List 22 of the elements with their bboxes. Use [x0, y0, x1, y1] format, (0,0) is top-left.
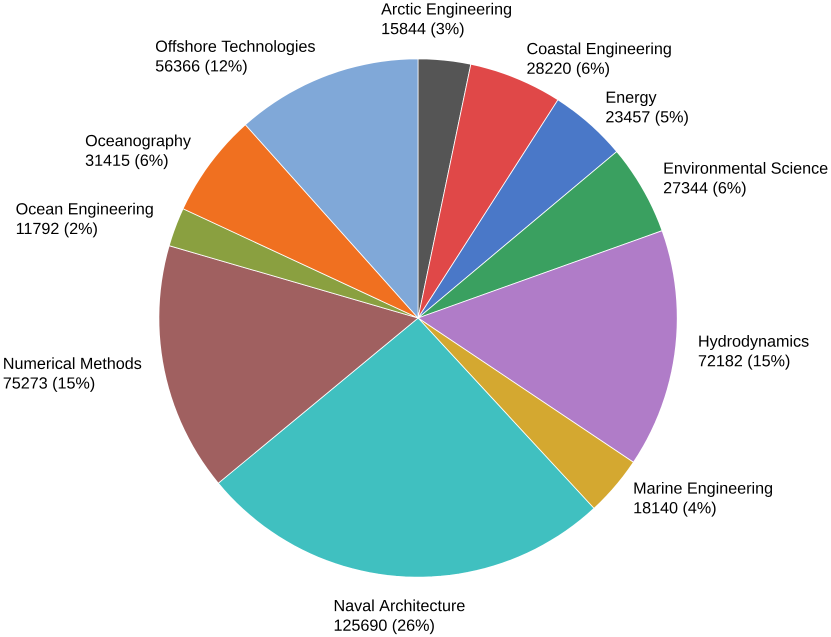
- slice-label: Naval Architecture: [334, 599, 465, 612]
- data-label: 72182 (15%): [698, 354, 790, 370]
- data-label: 56366 (12%): [156, 60, 247, 75]
- slice-label: Marine Engineering: [634, 482, 772, 498]
- data-label: 31415 (6%): [86, 154, 168, 170]
- data-label: 125690 (26%): [334, 619, 434, 634]
- slice-label: Environmental Science: [664, 162, 828, 174]
- data-label: 23457 (5%): [606, 110, 688, 126]
- slice-label: Numerical Methods: [4, 357, 142, 370]
- slice-label: Offshore Technologies: [156, 40, 315, 56]
- slice-label: Coastal Engineering: [527, 42, 671, 58]
- slice-label: Arctic Engineering: [381, 2, 511, 18]
- slice-label: Energy: [606, 92, 657, 106]
- data-label: 11792 (2%): [16, 222, 97, 238]
- data-label: 28220 (6%): [527, 62, 609, 78]
- data-label: 27344 (6%): [664, 182, 746, 197]
- slice-label: Oceanography: [86, 134, 191, 150]
- data-label: 18140 (4%): [634, 502, 716, 517]
- data-label: 15844 (3%): [382, 22, 464, 38]
- slice-label: Hydrodynamics: [699, 335, 809, 350]
- data-label: 75273 (15%): [4, 376, 94, 392]
- slice-label: Ocean Engineering: [16, 202, 153, 218]
